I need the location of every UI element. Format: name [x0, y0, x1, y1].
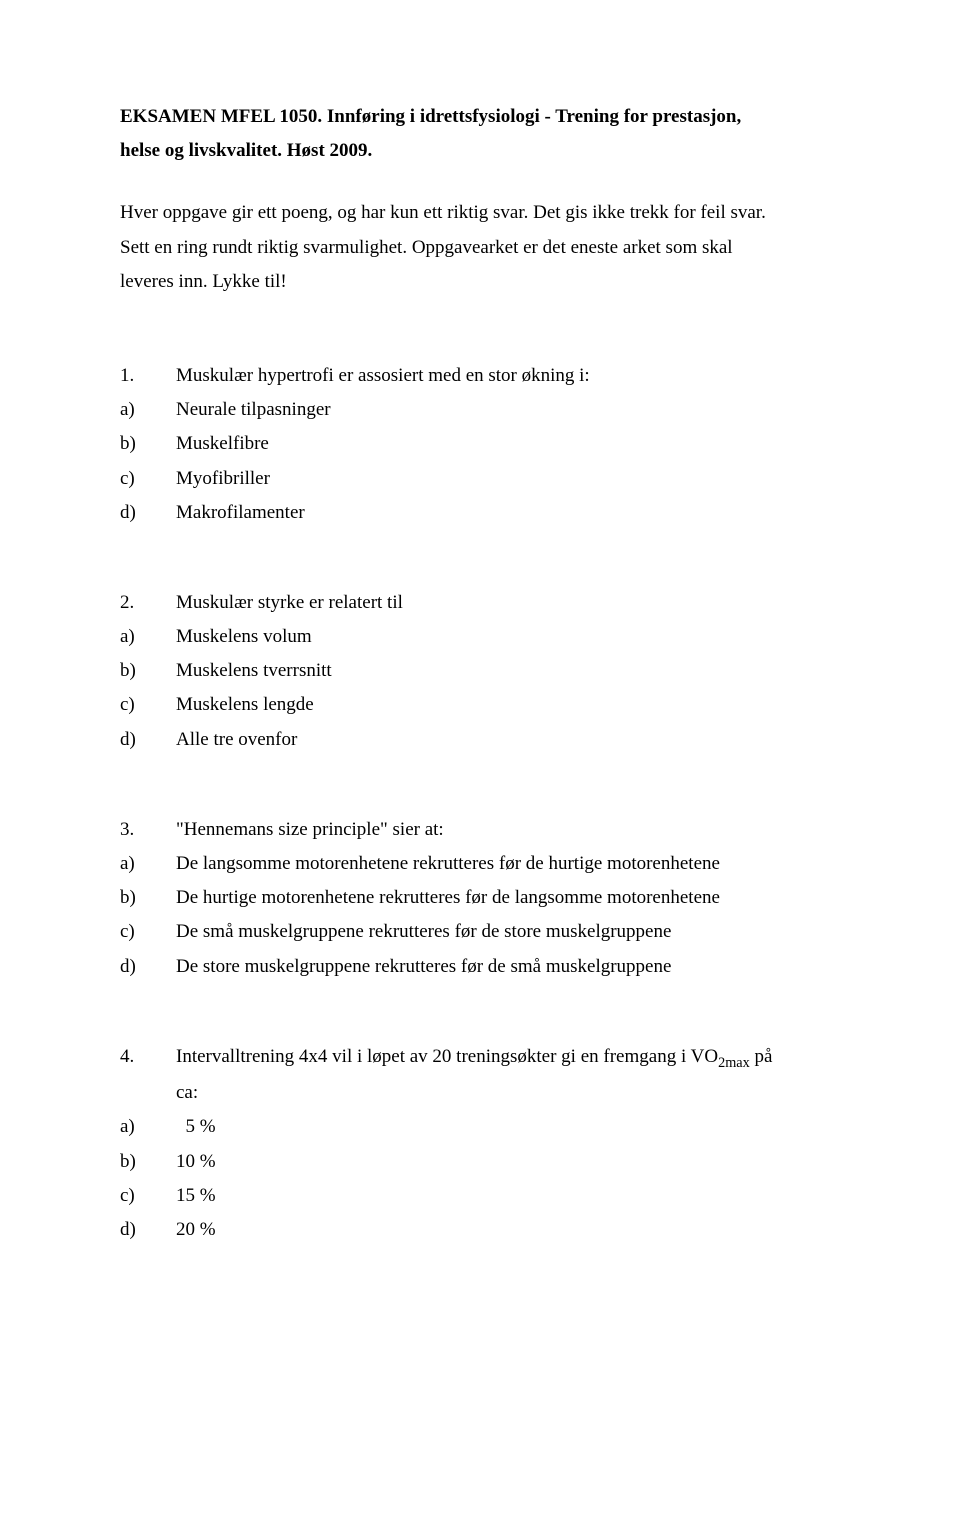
- option-row: b) Muskelfibre: [120, 427, 840, 461]
- option-text: 20 %: [176, 1213, 840, 1247]
- question-2: 2. Muskulær styrke er relatert til a) Mu…: [120, 586, 840, 757]
- question-text: Intervalltrening 4x4 vil i løpet av 20 t…: [176, 1040, 772, 1076]
- option-label: d): [120, 1213, 176, 1247]
- option-text: 10 %: [176, 1145, 840, 1179]
- option-text: Muskelens lengde: [176, 688, 840, 722]
- title-line-2: helse og livskvalitet. Høst 2009.: [120, 134, 840, 168]
- option-text: Muskelens tverrsnitt: [176, 654, 840, 688]
- intro-line-2: Sett en ring rundt riktig svarmulighet. …: [120, 231, 840, 265]
- option-text: Makrofilamenter: [176, 496, 840, 530]
- option-label: c): [120, 1179, 176, 1213]
- intro-paragraph: Hver oppgave gir ett poeng, og har kun e…: [120, 196, 840, 299]
- option-row: a) Muskelens volum: [120, 620, 840, 654]
- option-label: b): [120, 881, 176, 915]
- option-row: b) 10 %: [120, 1145, 840, 1179]
- option-text: Muskelens volum: [176, 620, 840, 654]
- question-1: 1. Muskulær hypertrofi er assosiert med …: [120, 359, 840, 530]
- question-text-prefix: Intervalltrening 4x4 vil i løpet av 20 t…: [176, 1046, 718, 1067]
- option-row: c) 15 %: [120, 1179, 840, 1213]
- question-text: Muskulær hypertrofi er assosiert med en …: [176, 359, 590, 393]
- option-text: 15 %: [176, 1179, 840, 1213]
- option-text: Neurale tilpasninger: [176, 393, 840, 427]
- question-stem: 4. Intervalltrening 4x4 vil i løpet av 2…: [120, 1040, 840, 1076]
- question-number: 2.: [120, 586, 176, 620]
- option-row: d) De store muskelgruppene rekrutteres f…: [120, 950, 840, 984]
- option-label: d): [120, 950, 176, 984]
- question-number: 4.: [120, 1040, 176, 1074]
- option-row: d) Makrofilamenter: [120, 496, 840, 530]
- option-row: a) Neurale tilpasninger: [120, 393, 840, 427]
- option-label: b): [120, 1145, 176, 1179]
- option-text: De store muskelgruppene rekrutteres før …: [176, 950, 840, 984]
- question-number: 3.: [120, 813, 176, 847]
- option-row: b) Muskelens tverrsnitt: [120, 654, 840, 688]
- option-text: De langsomme motorenhetene rekrutteres f…: [176, 847, 840, 881]
- option-row: b) De hurtige motorenhetene rekrutteres …: [120, 881, 840, 915]
- option-text: Alle tre ovenfor: [176, 723, 840, 757]
- option-text: De hurtige motorenhetene rekrutteres før…: [176, 881, 840, 915]
- option-label: a): [120, 393, 176, 427]
- question-3: 3. "Hennemans size principle" sier at: a…: [120, 813, 840, 984]
- option-text: Myofibriller: [176, 462, 840, 496]
- question-number: 1.: [120, 359, 176, 393]
- intro-line-1: Hver oppgave gir ett poeng, og har kun e…: [120, 196, 840, 230]
- option-label: c): [120, 462, 176, 496]
- option-row: d) Alle tre ovenfor: [120, 723, 840, 757]
- question-stem: 1. Muskulær hypertrofi er assosiert med …: [120, 359, 840, 393]
- option-label: a): [120, 620, 176, 654]
- option-text: De små muskelgruppene rekrutteres før de…: [176, 915, 840, 949]
- option-row: d) 20 %: [120, 1213, 840, 1247]
- document-header: EKSAMEN MFEL 1050. Innføring i idrettsfy…: [120, 100, 840, 168]
- option-row: a) 5 %: [120, 1110, 840, 1144]
- question-text-suffix: på: [750, 1046, 773, 1067]
- title-line-1: EKSAMEN MFEL 1050. Innføring i idrettsfy…: [120, 100, 840, 134]
- option-row: c) Myofibriller: [120, 462, 840, 496]
- option-label: c): [120, 688, 176, 722]
- option-row: c) De små muskelgruppene rekrutteres før…: [120, 915, 840, 949]
- option-text: 5 %: [176, 1110, 840, 1144]
- question-text-subscript: 2max: [718, 1055, 750, 1071]
- option-label: d): [120, 496, 176, 530]
- questions-container: 1. Muskulær hypertrofi er assosiert med …: [120, 359, 840, 1247]
- option-label: b): [120, 654, 176, 688]
- question-stem: 2. Muskulær styrke er relatert til: [120, 586, 840, 620]
- question-text: Muskulær styrke er relatert til: [176, 586, 403, 620]
- question-text: "Hennemans size principle" sier at:: [176, 813, 444, 847]
- option-label: b): [120, 427, 176, 461]
- option-label: c): [120, 915, 176, 949]
- option-row: c) Muskelens lengde: [120, 688, 840, 722]
- option-label: d): [120, 723, 176, 757]
- intro-line-3: leveres inn. Lykke til!: [120, 265, 840, 299]
- question-stem: 3. "Hennemans size principle" sier at:: [120, 813, 840, 847]
- option-label: a): [120, 847, 176, 881]
- option-label: a): [120, 1110, 176, 1144]
- question-text-line2: ca:: [120, 1076, 840, 1110]
- question-4: 4. Intervalltrening 4x4 vil i løpet av 2…: [120, 1040, 840, 1247]
- option-text: Muskelfibre: [176, 427, 840, 461]
- option-row: a) De langsomme motorenhetene rekruttere…: [120, 847, 840, 881]
